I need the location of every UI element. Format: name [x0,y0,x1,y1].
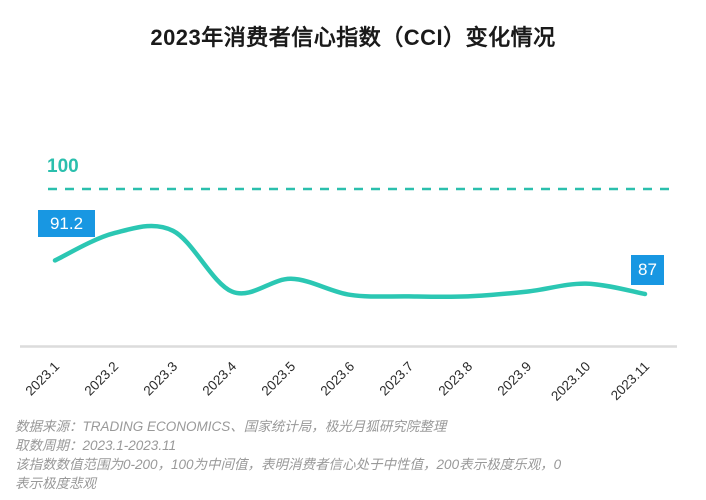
last-point-value-label: 87 [631,255,664,285]
footnote-line: 表示极度悲观 [15,476,96,491]
footnote-line: 数据来源：TRADING ECONOMICS、国家统计局，极光月狐研究院整理 [15,419,447,434]
first-point-value-label: 91.2 [38,210,95,237]
reference-line-label: 100 [47,156,79,177]
footnote-line: 取数周期：2023.1-2023.11 [15,438,177,453]
chart-title: 2023年消费者信心指数（CCI）变化情况 [150,25,556,50]
cci-line-series [52,223,648,300]
footnote-line: 该指数数值范围为0-200，100为中间值，表明消费者信心处于中性值，200表示… [15,457,562,472]
source-note: 数据来源：TRADING ECONOMICS、国家统计局，极光月狐研究院整理 取数… [15,417,705,493]
